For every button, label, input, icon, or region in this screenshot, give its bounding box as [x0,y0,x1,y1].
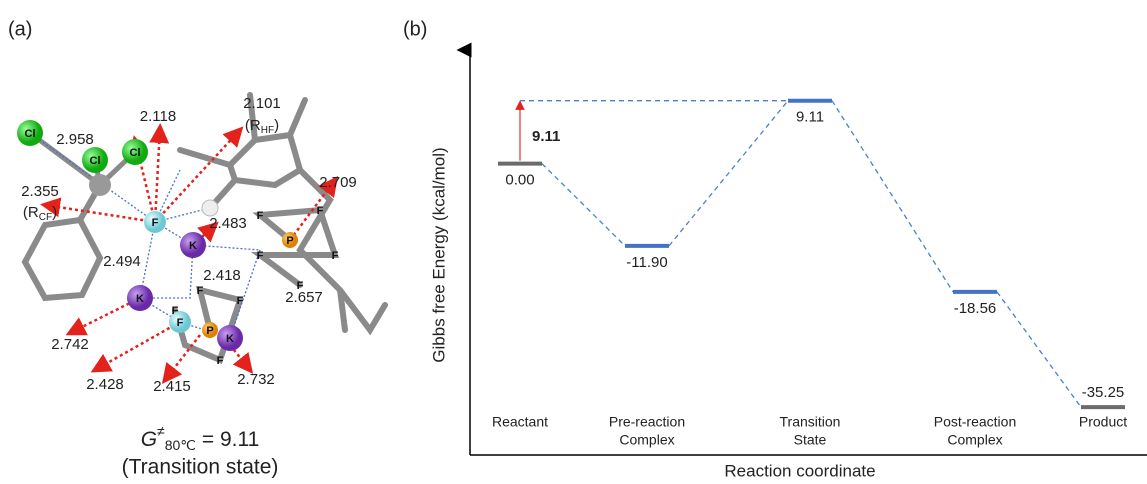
distance-label: 2.483 [209,215,247,232]
atom-label: F [177,317,184,329]
atom-label: Cl [90,155,101,167]
atom-ball [282,232,298,248]
atom-ball [217,325,243,351]
caption-line2: (Transition state) [122,456,279,479]
distance-label: 2.742 [51,336,89,353]
connector [668,100,789,247]
atom-label: K [189,240,197,252]
caption-rest: = 9.11 [196,428,259,451]
r-hf-sub: HF [261,125,274,136]
caption: G≠80℃ = 9.11 [141,423,260,453]
category-label: Pre-reaction [609,414,685,430]
r-cf-sub: CF [39,212,52,223]
atom-label: F [237,295,244,307]
atom-ball [122,139,148,165]
caption-sup: ≠ [157,423,165,439]
distance-label: 2.101 [243,95,281,112]
atom-label: K [226,333,234,345]
atom-ball [82,147,108,173]
category-label: State [794,432,827,448]
atom-label: Cl [130,147,141,159]
r-cf-label: (RCF) [23,204,57,223]
barrier-label: 9.11 [532,128,560,145]
atom-label: P [286,235,293,247]
atom-label: F [172,305,179,317]
value-label: -35.25 [1082,384,1125,401]
r-cf-end: ) [52,204,57,221]
atom-ball [180,232,206,258]
distance-label: 2.732 [237,371,275,388]
connector [831,100,954,293]
atom-label: Cl [25,128,36,140]
distance-label: 2.494 [103,253,141,270]
y-axis-label: Gibbs free Energy (kcal/mol) [429,147,448,362]
panel-label: (a) [8,18,32,40]
atom-label: K [136,293,144,305]
category-label: Complex [947,432,1002,448]
distance-label: 2.418 [203,267,241,284]
distance-label: 2.415 [153,378,191,395]
distance-label: 2.118 [140,108,176,125]
atom-label: P [206,325,213,337]
atom-ball [127,285,153,311]
distance-arrows [40,123,338,384]
atom-label: F [317,205,324,217]
carbon [89,174,111,196]
connector [996,291,1082,408]
r-hf-label: (RHF) [245,117,279,136]
distance-labels: 2.958 2.118 2.101 2.355 2.483 2.709 2.494 2.418… [21,95,357,395]
distance-label: 2.355 [21,183,59,200]
caption-sub: 80℃ [165,437,196,453]
category-label: Post-reaction [934,414,1016,430]
distance-label: 2.657 [285,289,323,306]
r-hf-end: ) [274,117,279,134]
atom-label: F [257,250,264,262]
caption-symbol: G [141,428,157,451]
x-axis-label: Reaction coordinate [724,461,875,480]
r-hf-main: (R [245,117,261,134]
atom-label: F [332,250,339,262]
value-label: 0.00 [505,172,534,189]
hydrogen [201,199,219,217]
value-label: -11.90 [626,254,667,271]
atom-label: F [152,217,159,229]
plot: 9.11 0.00 Reactant -11.90 Pre-reaction Comple… [492,98,1127,448]
atom-label: F [197,285,204,297]
value-label: -18.56 [954,300,997,317]
atom-ball [144,211,166,233]
atom-label: F [297,280,304,292]
category-label: Complex [619,432,674,448]
category-label: Product [1079,414,1127,430]
category-label: Transition [780,414,841,430]
distance-label: 2.709 [319,174,357,191]
atom-label: F [257,210,264,222]
r-cf-main: (R [23,204,39,221]
panel-label: (b) [403,18,427,40]
category-label: Reactant [492,414,548,430]
value-label: 9.11 [796,109,824,126]
atom-ball [17,120,43,146]
connector [541,163,626,247]
atom-label: F [217,355,224,367]
distance-label: 2.958 [56,131,94,148]
atom-ball [202,322,218,338]
atom-ball [169,311,191,333]
distance-label: 2.428 [86,376,124,393]
